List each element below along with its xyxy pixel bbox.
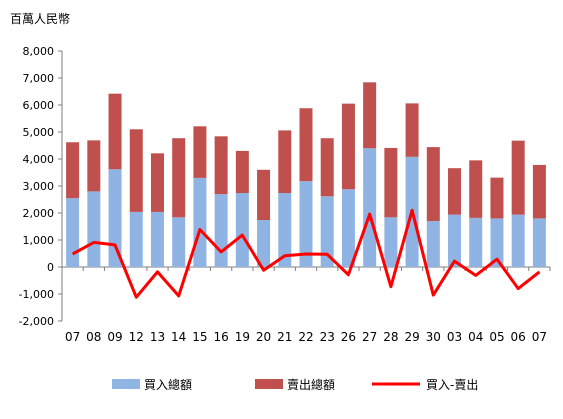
bar-sell-total: [193, 126, 206, 178]
legend-swatch-sell: [255, 379, 283, 389]
y-tick-label: 3,000: [23, 180, 55, 193]
y-tick-label: 5,000: [23, 126, 55, 139]
x-tick-label: 09: [107, 330, 122, 344]
x-tick-label: 07: [65, 330, 80, 344]
bars: [66, 82, 546, 267]
bar-buy-total: [363, 148, 376, 267]
x-tick-label: 08: [86, 330, 101, 344]
y-tick-label: 7,000: [23, 72, 55, 85]
x-tick-label: 03: [447, 330, 462, 344]
bar-sell-total: [87, 140, 100, 191]
bar-buy-total: [193, 178, 206, 267]
legend-label: 賣出總額: [287, 377, 335, 392]
bar-sell-total: [490, 178, 503, 219]
y-tick-label: 6,000: [23, 99, 55, 112]
bar-sell-total: [130, 129, 143, 212]
x-tick-label: 13: [150, 330, 165, 344]
bar-buy-total: [427, 221, 440, 267]
x-tick-label: 07: [532, 330, 547, 344]
bar-sell-total: [300, 108, 313, 181]
x-tick-label: 14: [171, 330, 186, 344]
y-tick-label: 2,000: [23, 207, 55, 220]
y-tick-label: 4,000: [23, 153, 55, 166]
bar-sell-total: [427, 147, 440, 221]
x-tick-label: 23: [320, 330, 335, 344]
bar-buy-total: [384, 217, 397, 267]
bar-buy-total: [469, 218, 482, 267]
bar-sell-total: [469, 160, 482, 218]
legend-swatch-buy: [112, 379, 140, 389]
x-tick-label: 06: [511, 330, 526, 344]
bar-sell-total: [448, 168, 461, 214]
bar-buy-total: [87, 191, 100, 267]
x-tick-label: 20: [256, 330, 271, 344]
bar-sell-total: [215, 136, 228, 194]
bar-sell-total: [66, 142, 79, 198]
bar-sell-total: [278, 130, 291, 193]
x-tick-label: 22: [298, 330, 313, 344]
bar-sell-total: [257, 170, 270, 220]
y-tick-label: 8,000: [23, 45, 55, 58]
x-tick-label: 04: [468, 330, 483, 344]
bar-sell-total: [236, 151, 249, 193]
bar-sell-total: [363, 82, 376, 148]
bar-sell-total: [109, 94, 122, 170]
x-tick-label: 28: [383, 330, 398, 344]
bar-buy-total: [512, 215, 525, 267]
bar-buy-total: [533, 218, 546, 267]
y-tick-label: -1,000: [19, 288, 54, 301]
bar-sell-total: [384, 148, 397, 217]
bar-sell-total: [512, 141, 525, 215]
bar-sell-total: [342, 104, 355, 190]
x-tick-labels: 07 08 09 12 13 14 15 16 19 20 21 22 23 26 27 28 29 30 03 04…: [65, 330, 547, 344]
bar-buy-total: [66, 198, 79, 267]
x-tick-label: 19: [235, 330, 250, 344]
bar-sell-total: [406, 103, 419, 156]
y-tick-label: 0: [47, 261, 54, 274]
bar-sell-total: [321, 138, 334, 196]
x-tick-label: 12: [129, 330, 144, 344]
legend-label: 買入-賣出: [426, 377, 478, 392]
x-tick-label: 29: [404, 330, 419, 344]
y-tick-label: -2,000: [19, 315, 54, 328]
x-tick-label: 30: [426, 330, 441, 344]
bar-buy-total: [342, 189, 355, 267]
bar-buy-total: [215, 194, 228, 267]
legend: 買入總額 賣出總額 買入-賣出: [112, 377, 478, 392]
bar-sell-total: [533, 165, 546, 218]
unit-label: 百萬人民幣: [10, 12, 70, 26]
x-tick-label: 05: [489, 330, 504, 344]
x-tick-label: 27: [362, 330, 377, 344]
bar-sell-total: [151, 153, 164, 212]
x-tick-label: 26: [341, 330, 356, 344]
bar-buy-total: [151, 212, 164, 267]
bar-buy-total: [130, 212, 143, 267]
y-tick-label: 1,000: [23, 234, 55, 247]
x-tick-label: 16: [213, 330, 228, 344]
x-tick-label: 21: [277, 330, 292, 344]
bar-sell-total: [172, 138, 185, 217]
x-tick-label: 15: [192, 330, 207, 344]
legend-label: 買入總額: [144, 377, 192, 392]
bar-buy-total: [172, 217, 185, 267]
bar-buy-total: [448, 215, 461, 267]
bar-buy-total: [236, 193, 249, 267]
